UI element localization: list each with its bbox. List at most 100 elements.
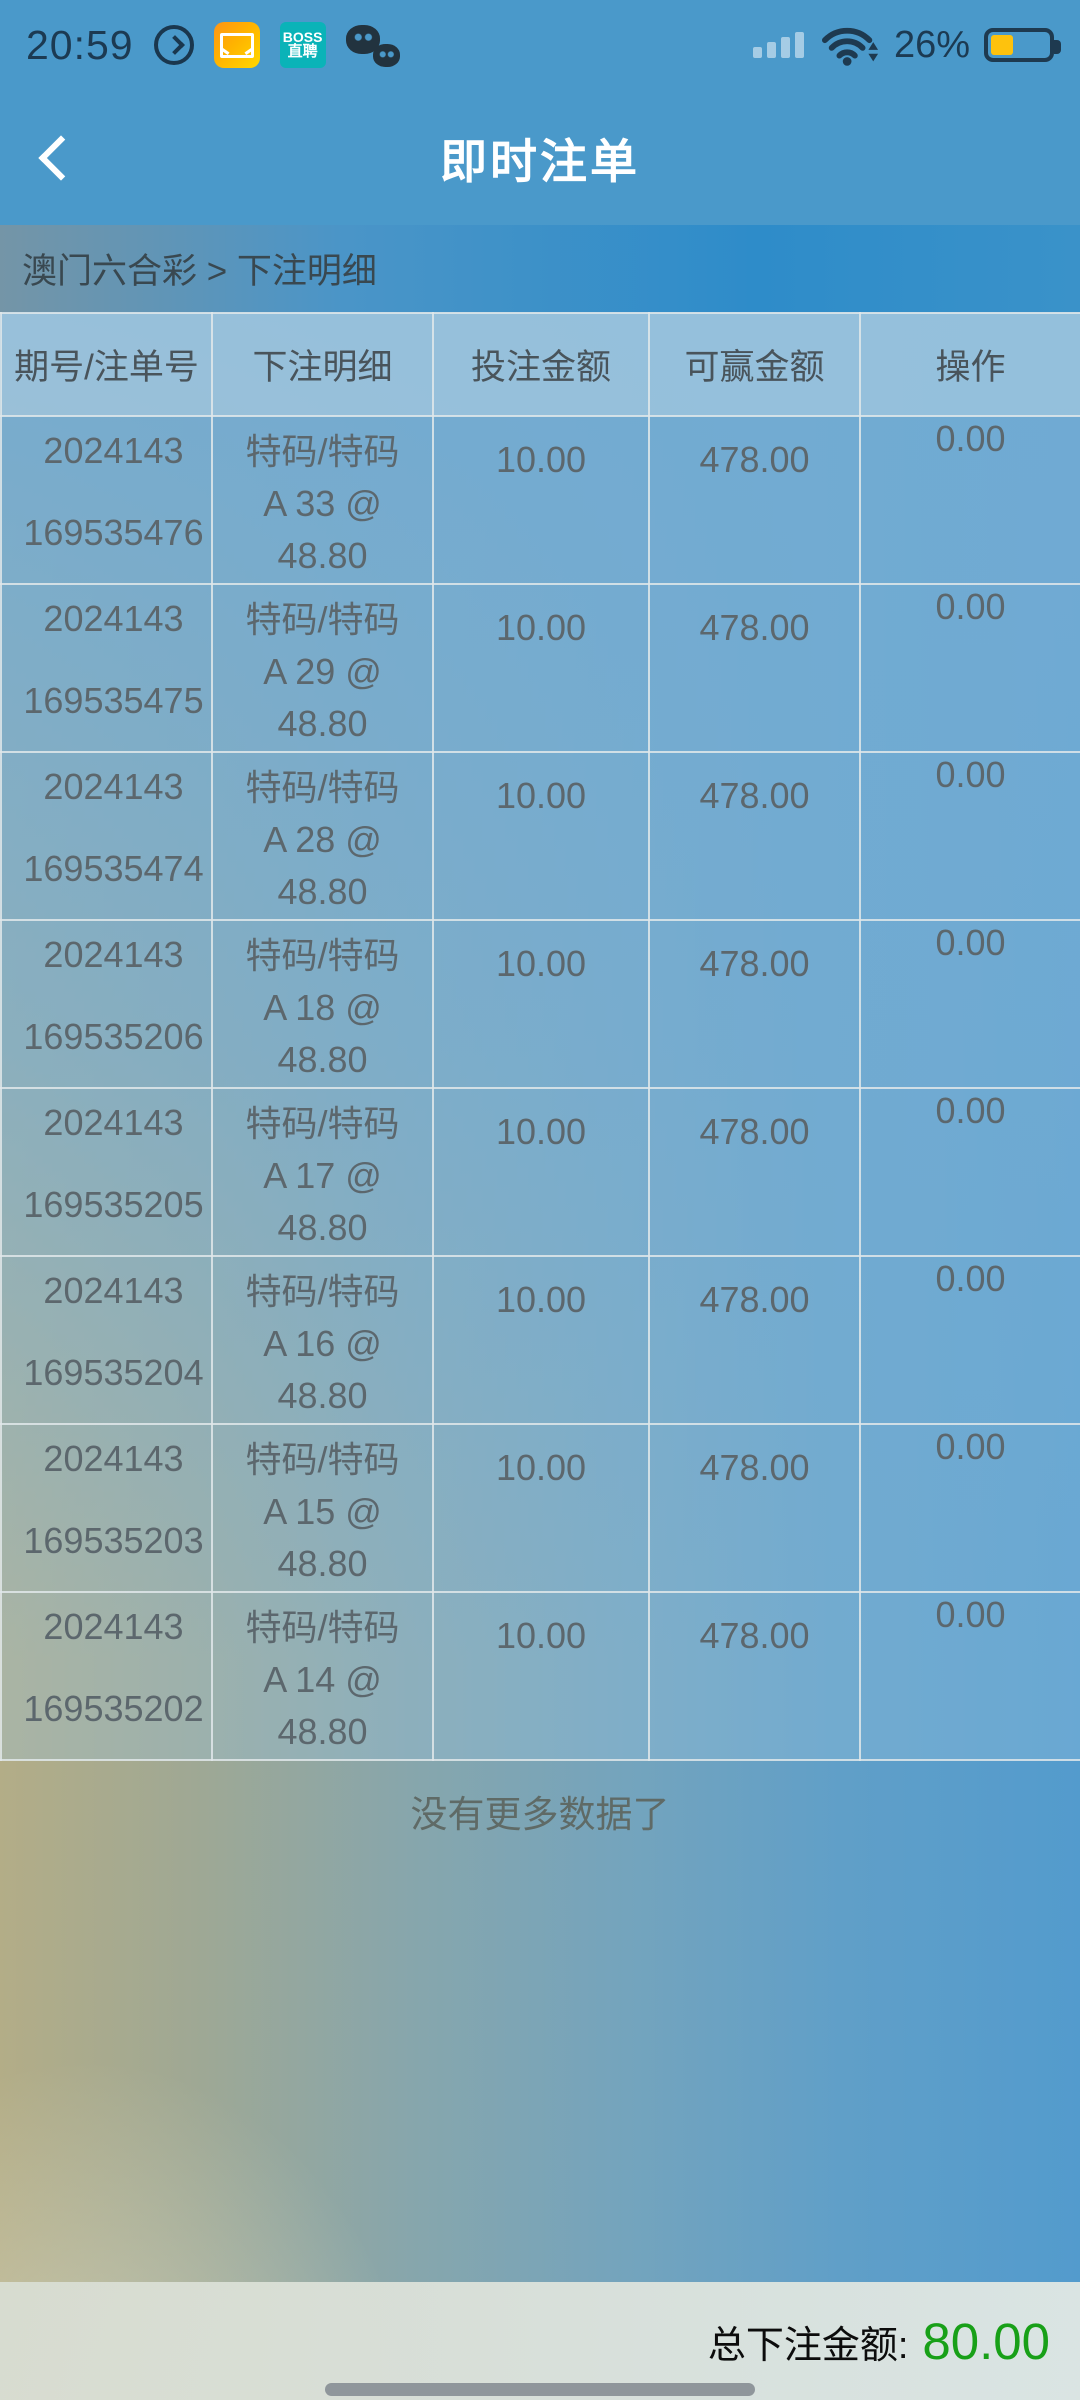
bet-detail-text: 特码/特码 A 29 @ 48.80	[245, 599, 400, 744]
cell-win-amount: 478.00	[648, 751, 861, 921]
period-number: 2024143	[43, 1102, 184, 1143]
clock: 20:59	[26, 21, 134, 68]
column-header-operation: 操作	[859, 312, 1080, 417]
period-number: 2024143	[43, 934, 184, 975]
cell-bet-detail: 特码/特码 A 28 @ 48.80	[211, 751, 434, 921]
order-number: 169535202	[23, 1688, 204, 1729]
total-bet-label: 总下注金额:	[707, 2324, 909, 2367]
column-header-win-amount: 可赢金额	[648, 312, 861, 417]
cell-bet-detail: 特码/特码 A 15 @ 48.80	[211, 1423, 434, 1593]
cell-operation-value: 0.00	[859, 919, 1080, 1089]
cell-bet-detail: 特码/特码 A 17 @ 48.80	[211, 1087, 434, 1257]
column-header-detail: 下注明细	[211, 312, 434, 417]
table-row: 2024143 169535205 特码/特码 A 17 @ 48.80 10.…	[0, 1087, 1080, 1257]
wifi-icon	[821, 27, 879, 66]
bet-detail-text: 特码/特码 A 28 @ 48.80	[245, 767, 400, 912]
order-number: 169535205	[23, 1184, 204, 1225]
cell-bet-amount: 10.00	[432, 415, 650, 585]
order-number: 169535475	[23, 680, 204, 721]
cell-operation-value: 0.00	[859, 1087, 1080, 1257]
cell-win-amount: 478.00	[648, 1423, 861, 1593]
cell-period-order: 2024143 169535205	[0, 1087, 213, 1257]
breadcrumb-text: 澳门六合彩 > 下注明细	[22, 252, 377, 291]
cell-operation-value: 0.00	[859, 1591, 1080, 1761]
cell-operation-value: 0.00	[859, 583, 1080, 753]
table-body: 2024143 169535476 特码/特码 A 33 @ 48.80 10.…	[0, 415, 1080, 1761]
cell-bet-detail: 特码/特码 A 33 @ 48.80	[211, 415, 434, 585]
period-number: 2024143	[43, 598, 184, 639]
cell-bet-detail: 特码/特码 A 29 @ 48.80	[211, 583, 434, 753]
table-row: 2024143 169535475 特码/特码 A 29 @ 48.80 10.…	[0, 583, 1080, 753]
cell-period-order: 2024143 169535475	[0, 583, 213, 753]
table-row: 2024143 169535476 特码/特码 A 33 @ 48.80 10.…	[0, 415, 1080, 585]
order-number: 169535474	[23, 848, 204, 889]
bets-table: 期号/注单号 下注明细 投注金额 可赢金额 操作 2024143 1695354…	[0, 312, 1080, 1761]
total-bet-value: 80.00	[922, 2312, 1050, 2370]
order-number: 169535203	[23, 1520, 204, 1561]
cell-win-amount: 478.00	[648, 1255, 861, 1425]
bet-detail-text: 特码/特码 A 14 @ 48.80	[245, 1607, 400, 1752]
circle-arrow-icon	[153, 25, 194, 65]
back-chevron-icon	[38, 134, 84, 181]
battery-percent: 26%	[893, 23, 970, 66]
cell-bet-amount: 10.00	[432, 751, 650, 921]
cell-period-order: 2024143 169535202	[0, 1591, 213, 1761]
cell-period-order: 2024143 169535203	[0, 1423, 213, 1593]
table-row: 2024143 169535204 特码/特码 A 16 @ 48.80 10.…	[0, 1255, 1080, 1425]
order-number: 169535476	[23, 512, 204, 553]
bet-detail-text: 特码/特码 A 16 @ 48.80	[245, 1271, 400, 1416]
app-header: 即时注单	[0, 90, 1080, 225]
period-number: 2024143	[43, 766, 184, 807]
breadcrumb[interactable]: 澳门六合彩 > 下注明细	[0, 225, 1080, 312]
period-number: 2024143	[43, 430, 184, 471]
period-number: 2024143	[43, 1438, 184, 1479]
mail-notification-icon	[213, 22, 260, 68]
no-more-data-text: 没有更多数据了	[410, 1794, 670, 1835]
table-row: 2024143 169535203 特码/特码 A 15 @ 48.80 10.…	[0, 1423, 1080, 1593]
column-header-bet-amount: 投注金额	[432, 312, 650, 417]
cell-operation-value: 0.00	[859, 1255, 1080, 1425]
cell-operation-value: 0.00	[859, 415, 1080, 585]
gesture-nav-handle[interactable]	[325, 2383, 755, 2396]
cell-win-amount: 478.00	[648, 1591, 861, 1761]
bet-detail-text: 特码/特码 A 17 @ 48.80	[245, 1103, 400, 1248]
period-number: 2024143	[43, 1606, 184, 1647]
back-button[interactable]	[26, 128, 86, 188]
bet-detail-text: 特码/特码 A 18 @ 48.80	[245, 935, 400, 1080]
signal-strength-icon	[752, 32, 804, 58]
cell-bet-detail: 特码/特码 A 18 @ 48.80	[211, 919, 434, 1089]
cell-win-amount: 478.00	[648, 1087, 861, 1257]
status-bar: 20:59 BOSS 直聘 26%	[0, 0, 1080, 90]
column-header-period-order: 期号/注单号	[0, 312, 213, 417]
cell-bet-detail: 特码/特码 A 14 @ 48.80	[211, 1591, 434, 1761]
battery-icon	[984, 28, 1061, 62]
table-row: 2024143 169535206 特码/特码 A 18 @ 48.80 10.…	[0, 919, 1080, 1089]
table-header-row: 期号/注单号 下注明细 投注金额 可赢金额 操作	[0, 312, 1080, 417]
table-row: 2024143 169535474 特码/特码 A 28 @ 48.80 10.…	[0, 751, 1080, 921]
cell-period-order: 2024143 169535474	[0, 751, 213, 921]
order-number: 169535204	[23, 1352, 204, 1393]
cell-period-order: 2024143 169535204	[0, 1255, 213, 1425]
cell-operation-value: 0.00	[859, 1423, 1080, 1593]
wechat-notification-icon	[345, 23, 400, 67]
boss-zhipin-notification-icon: BOSS 直聘	[279, 22, 326, 68]
table-row: 2024143 169535202 特码/特码 A 14 @ 48.80 10.…	[0, 1591, 1080, 1761]
period-number: 2024143	[43, 1270, 184, 1311]
bet-detail-text: 特码/特码 A 15 @ 48.80	[245, 1439, 400, 1584]
content-area: 期号/注单号 下注明细 投注金额 可赢金额 操作 2024143 1695354…	[0, 312, 1080, 2400]
cell-win-amount: 478.00	[648, 583, 861, 753]
bet-detail-text: 特码/特码 A 33 @ 48.80	[245, 431, 400, 576]
cell-win-amount: 478.00	[648, 919, 861, 1089]
cell-bet-amount: 10.00	[432, 1591, 650, 1761]
cell-bet-amount: 10.00	[432, 1087, 650, 1257]
cell-win-amount: 478.00	[648, 415, 861, 585]
cell-bet-amount: 10.00	[432, 919, 650, 1089]
cell-period-order: 2024143 169535476	[0, 415, 213, 585]
cell-operation-value: 0.00	[859, 751, 1080, 921]
page-title: 即时注单	[440, 135, 640, 188]
order-number: 169535206	[23, 1016, 204, 1057]
cell-bet-amount: 10.00	[432, 1423, 650, 1593]
total-bar: 总下注金额: 80.00	[0, 2282, 1080, 2400]
cell-bet-amount: 10.00	[432, 1255, 650, 1425]
